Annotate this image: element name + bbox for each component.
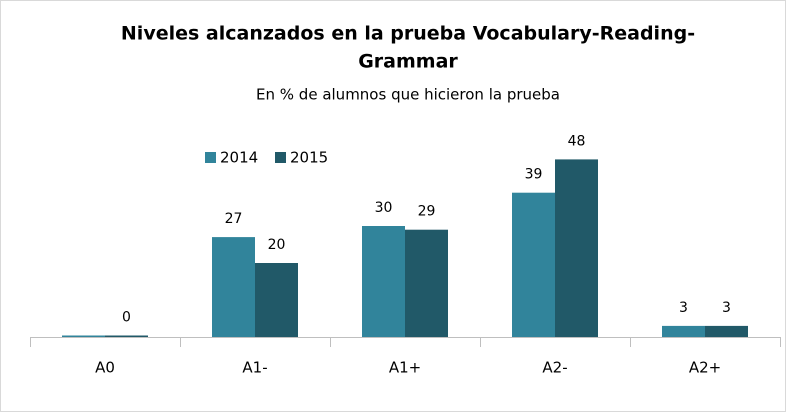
data-label: 39 [525, 167, 543, 183]
data-label: 29 [418, 204, 436, 220]
bar [705, 325, 748, 337]
bar [105, 335, 148, 337]
x-tick-label: A2+ [689, 359, 721, 377]
bar [405, 229, 448, 337]
data-label: 27 [225, 211, 243, 227]
x-tick-label: A2- [542, 359, 567, 377]
bar [62, 335, 105, 337]
chart-subtitle: En % de alumnos que hicieron la prueba [256, 86, 560, 104]
bar [555, 159, 598, 337]
bar [662, 325, 705, 337]
legend-label: 2015 [290, 149, 328, 167]
data-label: 3 [722, 300, 731, 316]
x-tick-label: A1- [242, 359, 267, 377]
legend-label: 2014 [220, 149, 258, 167]
legend-swatch [205, 152, 216, 163]
legend-swatch [275, 152, 286, 163]
bar [255, 263, 298, 337]
chart-title: Grammar [358, 51, 458, 73]
data-label: 30 [375, 200, 393, 216]
bar [512, 192, 555, 337]
data-label: 20 [268, 237, 286, 253]
data-label: 0 [122, 310, 131, 326]
bar [362, 226, 405, 337]
chart-title: Niveles alcanzados en la prueba Vocabula… [121, 23, 695, 45]
bar [212, 237, 255, 337]
data-label: 48 [568, 133, 586, 149]
x-tick-label: A1+ [389, 359, 421, 377]
x-tick-label: A0 [95, 359, 115, 377]
data-label: 3 [679, 300, 688, 316]
